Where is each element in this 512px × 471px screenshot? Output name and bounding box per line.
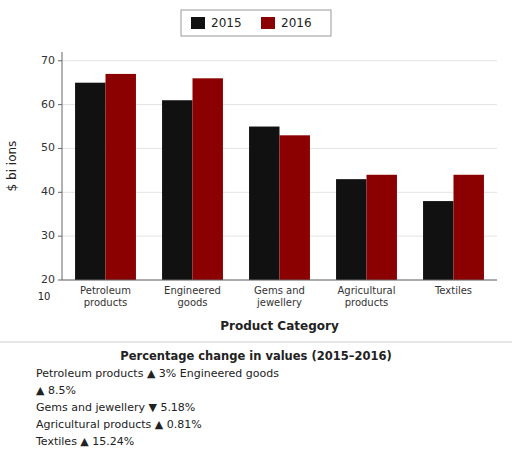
y-tick <box>58 236 62 237</box>
bar <box>106 74 136 280</box>
y-tick <box>58 148 62 149</box>
y-axis <box>62 52 63 280</box>
legend-label: 2016 <box>281 16 312 30</box>
bar <box>193 78 223 280</box>
y-tick-label: 70 <box>41 54 55 67</box>
y-tick <box>58 280 62 281</box>
table-row: Textiles ▲ 15.24% <box>35 435 134 448</box>
legend-swatch <box>191 17 205 29</box>
x-tick-label: Engineeredgoods <box>164 285 221 308</box>
bars <box>75 74 484 280</box>
bar <box>162 100 192 280</box>
table-row: ▲ 8.5% <box>36 384 76 397</box>
grid-line <box>62 280 497 281</box>
y-tick-label: 50 <box>41 141 55 154</box>
table-row: Petroleum products ▲ 3% Engineered goods <box>36 367 279 380</box>
y-tick-label: 60 <box>41 98 55 111</box>
bar <box>454 175 484 280</box>
y-tick <box>58 192 62 193</box>
bar <box>75 83 105 280</box>
bar <box>423 201 453 280</box>
x-axis-label: Product Category <box>220 319 339 333</box>
table-row: Gems and jewellery ▼ 5.18% <box>36 401 195 414</box>
x-tick-label: Agriculturalproducts <box>338 285 396 308</box>
x-tick-label: Textiles <box>434 285 472 296</box>
table-title: Percentage change in values (2015–2016) <box>120 349 391 363</box>
x-tick-label: Gems andjewellery <box>254 285 305 308</box>
legend: 2015 2016 <box>181 10 331 36</box>
chart: 20 30 40 50 60 70 Petroleumproducts Engineeredg… <box>0 0 512 471</box>
x-tick-label: Petroleumproducts <box>80 285 131 308</box>
y-tick-label: 40 <box>41 185 55 198</box>
bar <box>336 179 366 280</box>
bar <box>249 127 279 280</box>
legend-label: 2015 <box>211 16 242 30</box>
grid <box>62 61 497 280</box>
bar <box>280 135 310 280</box>
divider <box>0 342 512 343</box>
bar <box>367 175 397 280</box>
legend-box <box>181 10 331 36</box>
y-tick <box>58 104 62 105</box>
y-tick <box>58 60 62 61</box>
x-axis <box>62 280 497 281</box>
legend-swatch <box>261 17 275 29</box>
grid-line <box>62 60 497 61</box>
y-axis-label: $ bi ions <box>5 141 19 192</box>
y-tick-label: 30 <box>41 229 55 242</box>
y-tick-label: 20 <box>41 273 55 286</box>
table-row: Agricultural products ▲ 0.81% <box>36 418 202 431</box>
annotation: 10 <box>38 291 51 302</box>
